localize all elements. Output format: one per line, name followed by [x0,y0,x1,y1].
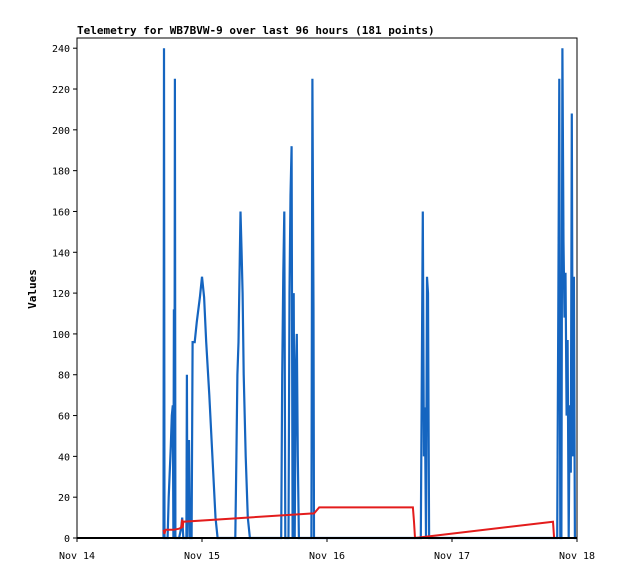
y-tick-label: 140 [52,248,70,259]
chart-title: Telemetry for WB7BVW-9 over last 96 hour… [77,24,435,37]
x-tick-label: Nov 16 [309,551,345,562]
y-tick-label: 80 [58,371,70,382]
y-tick-label: 0 [64,534,70,545]
y-tick-label: 100 [52,330,70,341]
y-tick-label: 20 [58,493,70,504]
x-tick-label: Nov 18 [559,551,595,562]
series-line-2 [162,506,556,540]
x-axis: Nov 14 Nov 15 Nov 16 Nov 17 Nov 18 [59,538,595,562]
y-tick-label: 220 [52,85,70,96]
y-axis: 0 20 40 60 80 100 120 140 160 180 200 220 240 [52,44,77,545]
series-line-1 [162,48,577,540]
x-tick-label: Nov 14 [59,551,95,562]
x-tick-label: Nov 17 [434,551,470,562]
y-tick-label: 160 [52,207,70,218]
plot-frame [76,37,578,539]
y-tick-label: 120 [52,289,70,300]
x-tick-label: Nov 15 [184,551,220,562]
y-tick-label: 60 [58,412,70,423]
y-tick-label: 180 [52,167,70,178]
y-tick-label: 240 [52,44,70,55]
y-tick-label: 40 [58,452,70,463]
series-layer [77,48,577,540]
y-tick-label: 200 [52,126,70,137]
y-axis-title: Values [26,269,39,309]
